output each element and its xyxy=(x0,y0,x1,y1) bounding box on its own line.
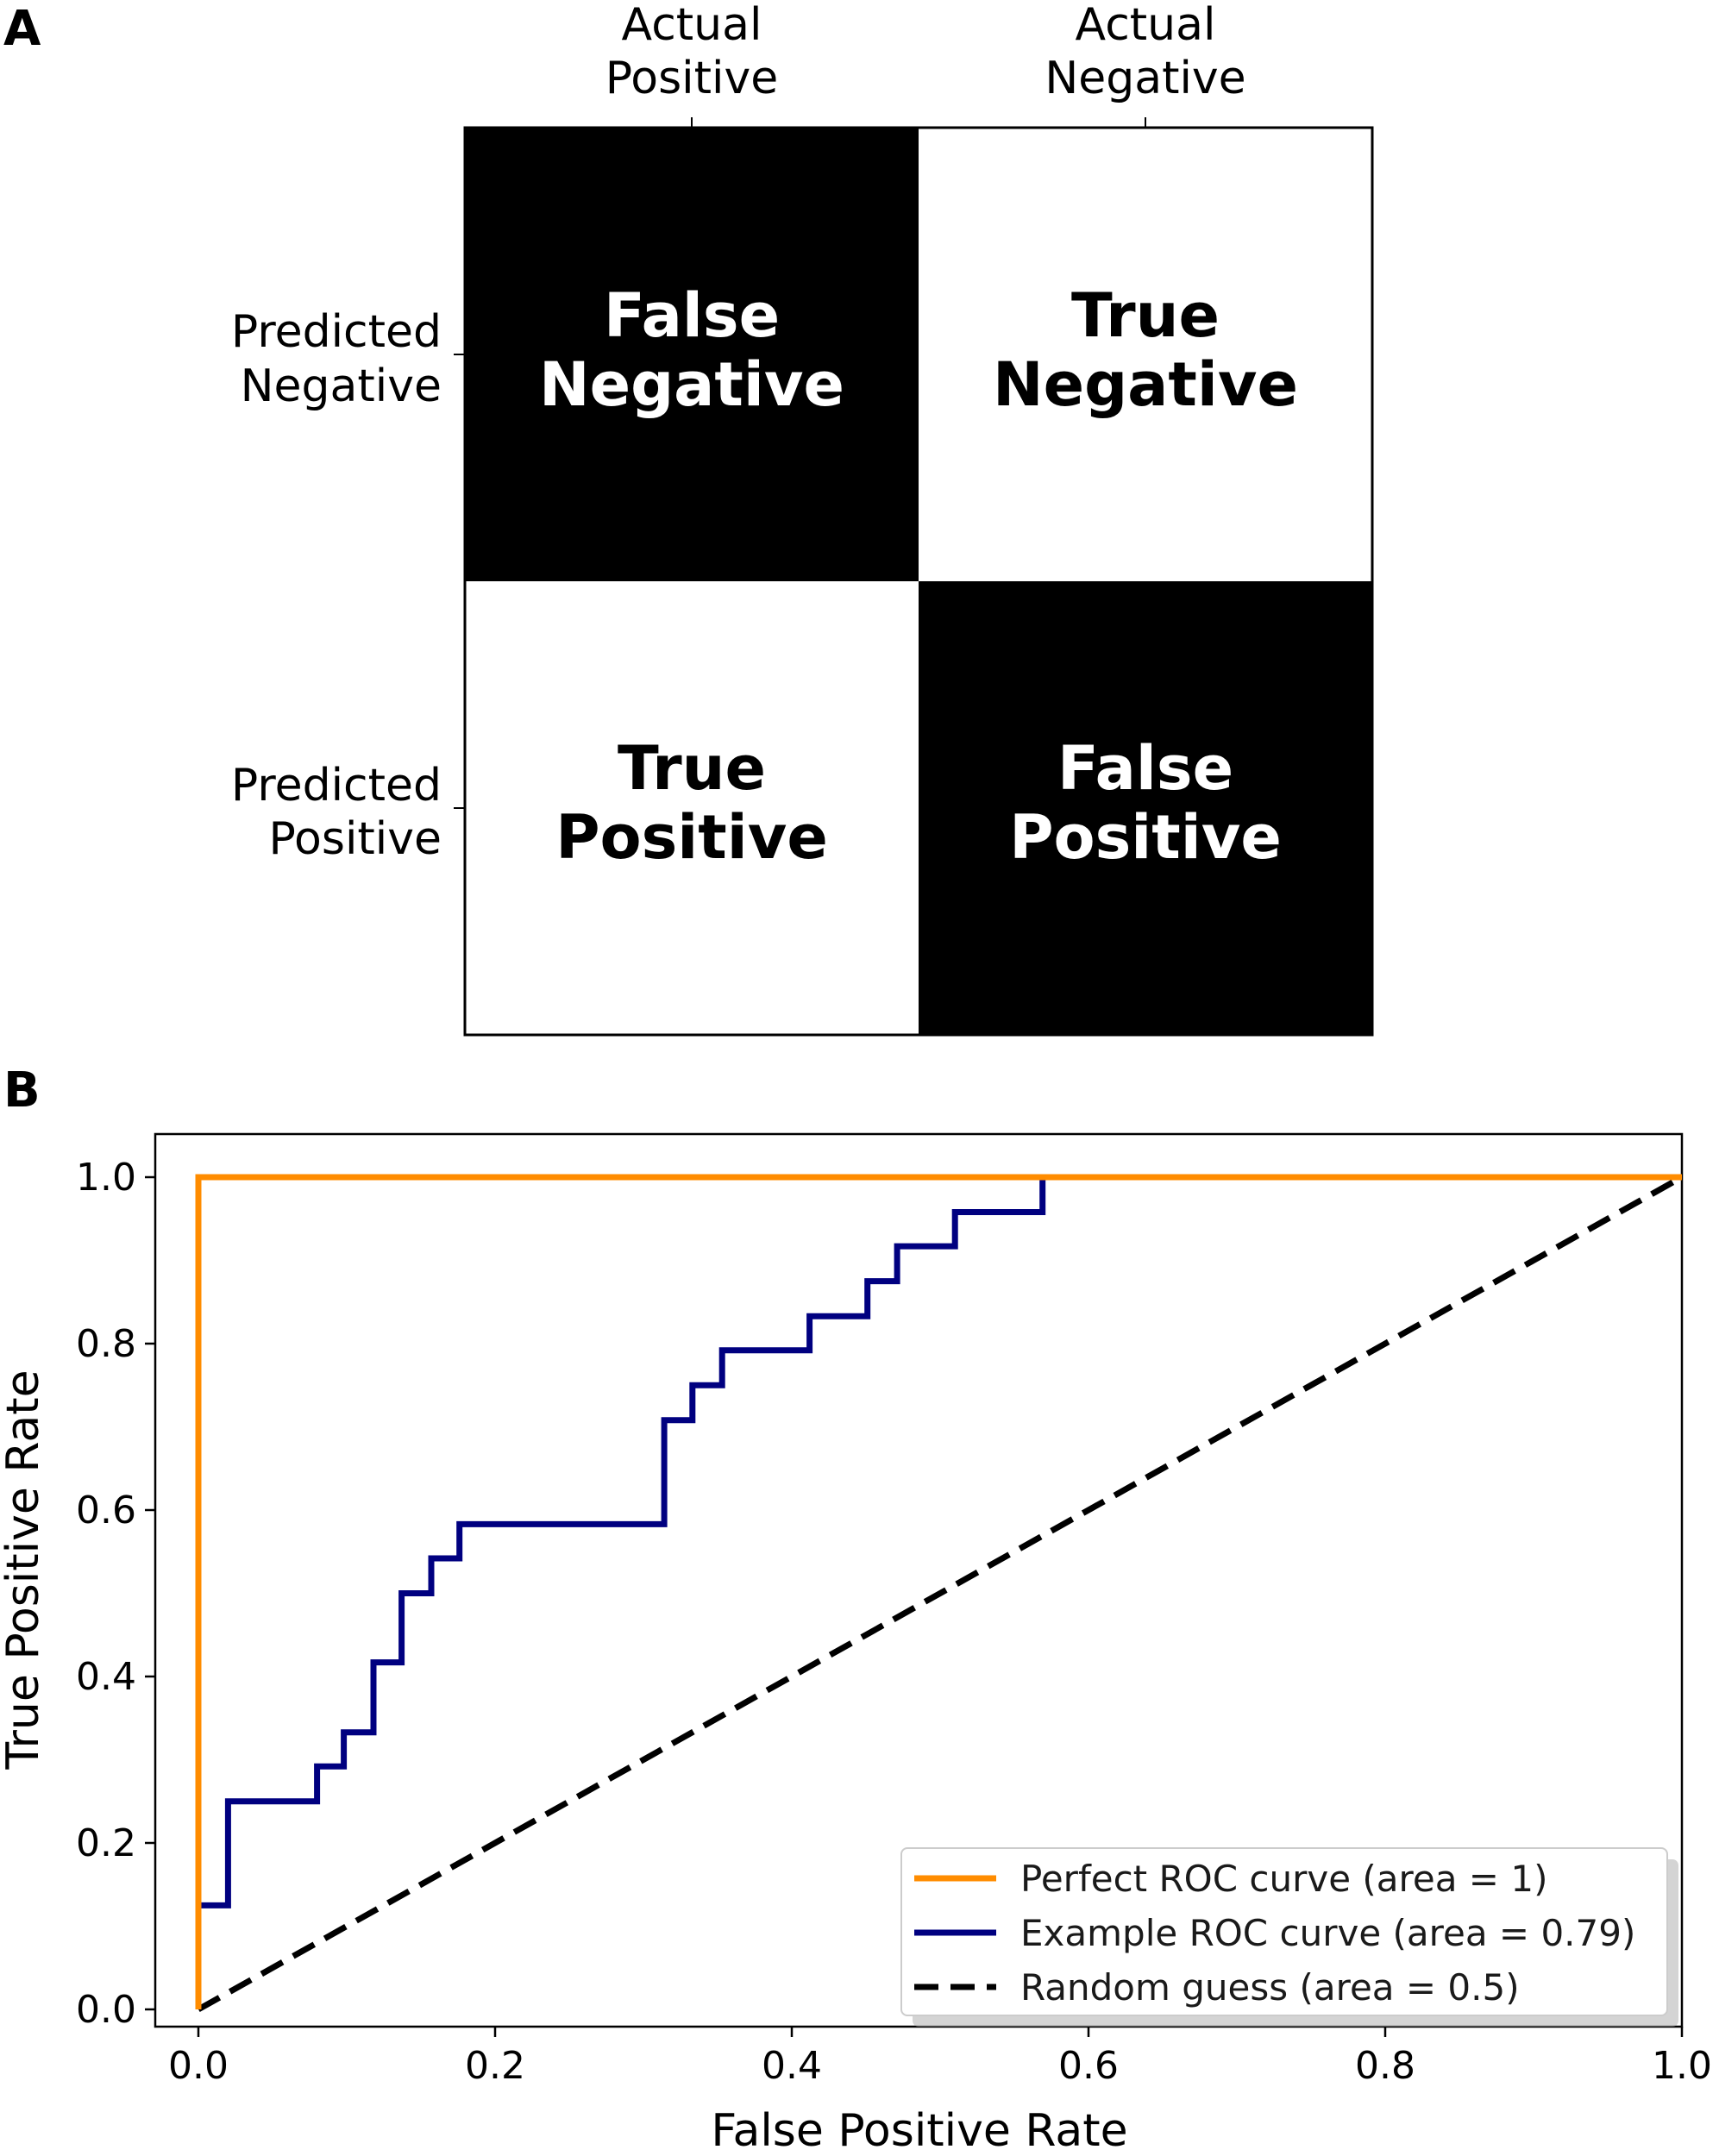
panel-b-roc-chart: B 0.0 0.2 0.4 0.6 0.8 1.0 0.00.20.40.60.81.0 … xyxy=(0,1062,1712,2156)
row-header-predicted-negative-line2: Negative xyxy=(241,360,442,412)
series-layer xyxy=(195,1174,1684,2013)
y-axis-title: True Positive Rate xyxy=(0,1369,49,1770)
legend-label: Example ROC curve (area = 0.79) xyxy=(1020,1912,1635,1954)
y-tick-label: 0.2 xyxy=(76,1821,136,1865)
panel-a-confusion-matrix: A Actual Positive Actual Negative Predic… xyxy=(3,0,1374,1037)
legend-label: Random guess (area = 0.5) xyxy=(1020,1966,1520,2009)
legend-label: Perfect ROC curve (area = 1) xyxy=(1020,1858,1547,1900)
x-tick-label: 0.2 xyxy=(465,2044,525,2088)
perfect-roc-curve xyxy=(195,1174,1682,2009)
x-tick-label: 1.0 xyxy=(1652,2044,1712,2088)
cell-false-positive-label-line2: Positive xyxy=(1009,802,1282,873)
y-tick-label: 0.0 xyxy=(76,1988,136,2032)
cell-true-negative-label-line2: Negative xyxy=(993,349,1298,420)
random-guess-line xyxy=(197,1174,1684,2013)
legend: Perfect ROC curve (area = 1) Example ROC … xyxy=(900,1847,1678,2027)
example-roc-curve xyxy=(195,1174,1682,2009)
y-tick-label: 0.8 xyxy=(76,1322,136,1366)
x-tick-label: 0.6 xyxy=(1058,2044,1119,2088)
row-header-predicted-positive-line1: Predicted xyxy=(231,760,442,812)
column-header-actual-positive-line1: Actual xyxy=(622,0,762,51)
y-tick-label: 0.4 xyxy=(76,1655,136,1699)
legend-entries: Perfect ROC curve (area = 1) Example ROC … xyxy=(914,1858,1635,2009)
cell-true-negative-label-line1: True xyxy=(1071,280,1220,351)
panel-a-letter: A xyxy=(3,1,41,57)
cell-false-negative-label-line2: Negative xyxy=(539,349,844,420)
y-axis: 0.0 0.2 0.4 0.6 0.8 1.0 xyxy=(76,1156,155,2032)
x-axis-title: False Positive Rate xyxy=(711,2105,1127,2156)
cell-true-positive-label-line1: True xyxy=(618,733,766,804)
panel-b-letter: B xyxy=(3,1062,41,1119)
cell-true-positive xyxy=(465,581,919,1035)
cell-false-positive-label-line1: False xyxy=(1057,733,1233,804)
column-header-actual-positive-line2: Positive xyxy=(605,53,778,104)
matrix-border xyxy=(463,126,1374,1037)
cell-false-negative xyxy=(465,128,919,581)
x-tick-label: 0.0 xyxy=(168,2044,229,2088)
y-tick-label: 1.0 xyxy=(76,1156,136,1200)
row-header-predicted-positive-line2: Positive xyxy=(269,813,442,865)
cell-false-negative-label-line1: False xyxy=(604,280,780,351)
x-tick-label: 0.4 xyxy=(762,2044,822,2088)
x-tick-label: 0.8 xyxy=(1355,2044,1415,2088)
y-tick-label: 0.6 xyxy=(76,1489,136,1532)
cell-true-positive-label-line2: Positive xyxy=(555,802,828,873)
row-header-predicted-negative-line1: Predicted xyxy=(231,306,442,358)
legend-box xyxy=(900,1847,1668,2016)
cell-true-negative xyxy=(919,128,1372,581)
column-header-actual-negative-line2: Negative xyxy=(1045,53,1245,104)
cell-false-positive xyxy=(919,581,1372,1035)
x-axis: 0.0 0.2 0.4 0.6 0.8 1.0 xyxy=(168,2027,1712,2088)
column-header-actual-negative-line1: Actual xyxy=(1076,0,1216,51)
